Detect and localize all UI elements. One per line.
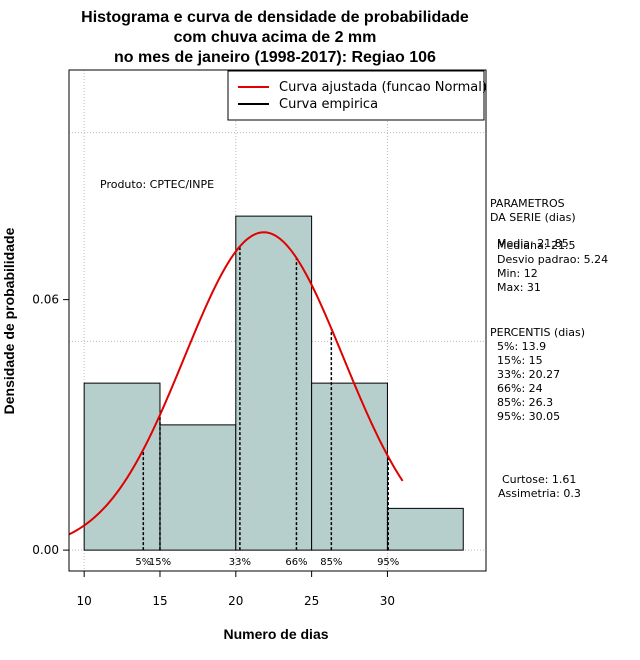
histogram-bar [311, 382, 388, 551]
param-line: Media: 21.85 [490, 237, 569, 250]
percentile-label: 33% [229, 557, 251, 568]
percentil-line: 15%: 15 [490, 354, 543, 367]
plot-frame [68, 69, 487, 572]
producer-annotation: Produto: CPTEC/INPE [100, 178, 214, 191]
title-line-3: no mes de janeiro (1998-2017): Regiao 10… [114, 49, 436, 66]
param-line: DA SERIE (dias) [490, 211, 576, 224]
title-line-2: com chuva acima de 2 mm [174, 29, 377, 46]
param-line: Max: 31 [490, 281, 541, 294]
y-tick-label: 0.00 [32, 543, 59, 557]
percentil-line: PERCENTIS (dias) [490, 326, 585, 339]
side-panel: PARAMETROS DA SERIE (dias) Media: 21.85 … [490, 197, 608, 500]
y-axis-title: Densidade de probabilidade [1, 227, 17, 414]
legend-label-empirical: Curva empirica [279, 97, 378, 112]
histogram-bars [83, 215, 464, 551]
histogram-bar [386, 507, 464, 551]
x-tick-label: 15 [152, 594, 167, 608]
percentil-line: 33%: 20.27 [490, 368, 560, 381]
stat-line: Curtose: 1.61 [502, 473, 576, 486]
percentile-lines [142, 246, 389, 551]
percentis-block: PERCENTIS (dias) 5%: 13.9 15%: 15 33%: 2… [490, 326, 585, 423]
stat-line: Assimetria: 0.3 [498, 487, 581, 500]
chart-title: Histograma e curva de densidade de proba… [81, 9, 469, 66]
legend: Curva ajustada (funcao Normal) Curva emp… [227, 70, 487, 121]
x-tick-label: 10 [77, 594, 92, 608]
percentile-labels: 5%15% 33% 66% 85% 95% [135, 557, 399, 568]
histogram-bar [159, 424, 237, 551]
percentil-line: 5%: 13.9 [490, 340, 546, 353]
legend-label-normal: Curva ajustada (funcao Normal) [279, 80, 487, 95]
percentile-label: 5% [135, 557, 151, 568]
parametros-block: PARAMETROS DA SERIE (dias) Media: 21.85 … [490, 197, 608, 294]
x-tick-label: 30 [380, 594, 395, 608]
percentile-label: 95% [377, 557, 399, 568]
param-line: Mediana: 21.5 [490, 239, 575, 252]
axis-ticks: 10 15 20 25 30 0.00 0.06 [32, 293, 395, 608]
percentil-line: 95%: 30.05 [490, 410, 560, 423]
title-line-1: Histograma e curva de densidade de proba… [81, 9, 469, 26]
legend-box [227, 70, 485, 121]
stats-block: Curtose: 1.61 Assimetria: 0.3 [498, 473, 581, 500]
x-axis-title: Numero de dias [223, 626, 328, 642]
param-line: Desvio padrao: 5.24 [490, 253, 608, 266]
normal-curve [68, 231, 404, 536]
percentil-line: 66%: 24 [490, 382, 543, 395]
x-tick-label: 20 [228, 594, 243, 608]
histogram-bar [83, 382, 161, 551]
histogram-bar [235, 215, 313, 551]
percentil-line: 85%: 26.3 [490, 396, 553, 409]
y-tick-label: 0.06 [32, 293, 59, 307]
param-line: Min: 12 [490, 267, 538, 280]
x-tick-label: 25 [304, 594, 319, 608]
percentile-label: 66% [285, 557, 307, 568]
percentile-label: 15% [149, 557, 171, 568]
normal-curve-layer [68, 231, 404, 536]
percentile-label: 85% [320, 557, 342, 568]
param-line: PARAMETROS [490, 197, 565, 210]
